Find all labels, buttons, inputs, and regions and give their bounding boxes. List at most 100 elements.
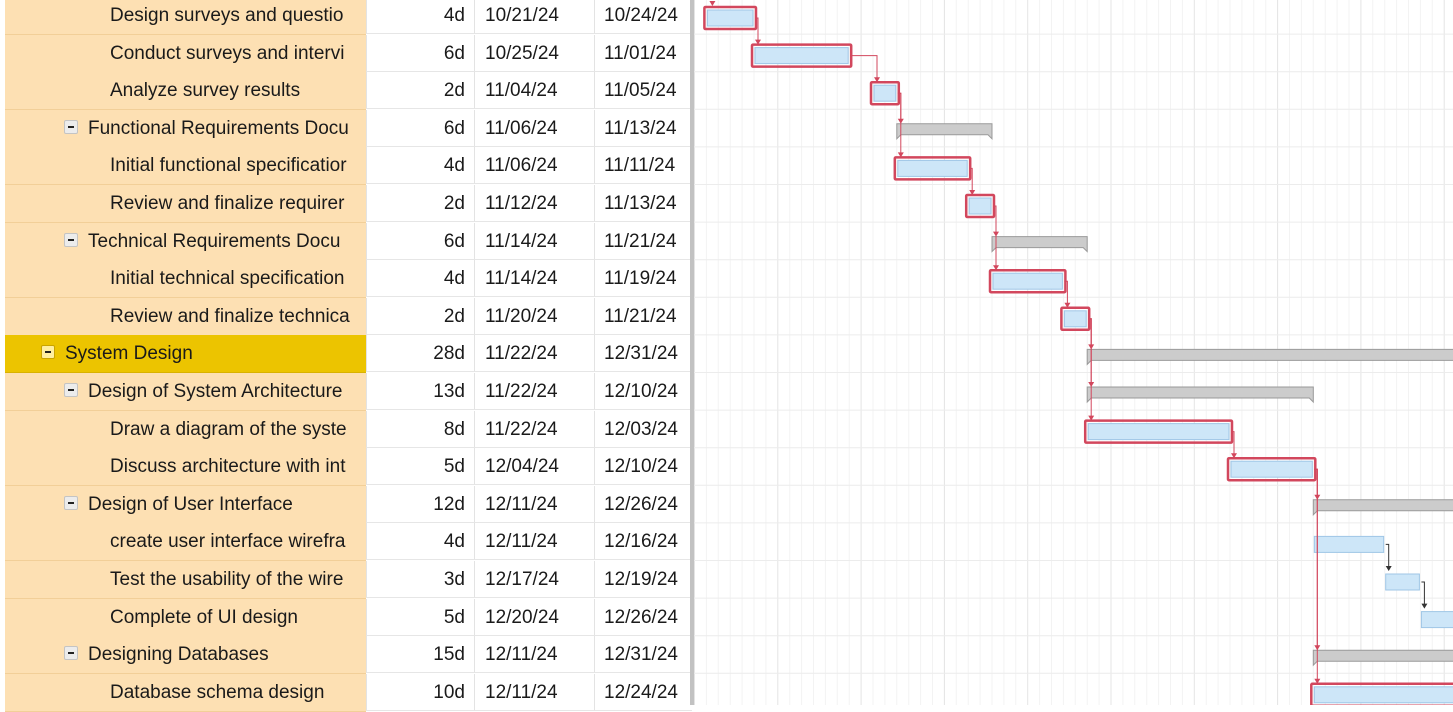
task-row[interactable]: Review and finalize requirer 2d 11/12/24 11… bbox=[0, 185, 692, 223]
duration-cell[interactable]: 2d bbox=[366, 72, 474, 110]
duration-cell[interactable]: 4d bbox=[366, 260, 474, 298]
duration-cell[interactable]: 6d bbox=[366, 34, 474, 72]
end-date-cell[interactable]: 11/13/24 bbox=[594, 109, 692, 147]
start-date-cell[interactable]: 11/14/24 bbox=[474, 222, 594, 260]
task-name-cell[interactable]: System Design bbox=[5, 335, 366, 374]
minus-square-icon[interactable] bbox=[64, 495, 78, 510]
duration-cell[interactable]: 6d bbox=[366, 109, 474, 147]
task-name-cell[interactable]: Discuss architecture with int bbox=[5, 448, 366, 487]
task-name-cell[interactable]: Analyze survey results bbox=[5, 72, 366, 111]
end-date-cell[interactable]: 11/13/24 bbox=[594, 185, 692, 222]
task-name-cell[interactable]: Design of System Architecture bbox=[5, 373, 366, 411]
end-date-cell[interactable]: 12/19/24 bbox=[594, 561, 692, 598]
end-date-cell[interactable]: 12/24/24 bbox=[594, 673, 692, 711]
minus-square-icon[interactable] bbox=[41, 345, 55, 360]
task-name-cell[interactable]: create user interface wirefra bbox=[5, 523, 366, 562]
end-date-cell[interactable]: 12/31/24 bbox=[594, 335, 692, 373]
minus-square-icon[interactable] bbox=[64, 119, 78, 134]
task-name-cell[interactable]: Complete of UI design bbox=[5, 598, 366, 637]
start-date-cell[interactable]: 11/20/24 bbox=[474, 297, 594, 335]
start-date-cell[interactable]: 12/11/24 bbox=[474, 636, 594, 674]
task-name-cell[interactable]: Design of User Interface bbox=[5, 485, 366, 524]
task-row[interactable]: Design surveys and questio 4d 10/21/24 10/2… bbox=[0, 0, 692, 35]
start-date-cell[interactable]: 11/12/24 bbox=[474, 185, 594, 222]
start-date-cell[interactable]: 12/17/24 bbox=[474, 561, 594, 598]
start-date-cell[interactable]: 12/04/24 bbox=[474, 448, 594, 486]
duration-cell[interactable]: 13d bbox=[366, 373, 474, 410]
start-date-cell[interactable]: 12/11/24 bbox=[474, 485, 594, 523]
end-date-cell[interactable]: 11/19/24 bbox=[594, 260, 692, 298]
start-date-cell[interactable]: 10/21/24 bbox=[474, 0, 594, 34]
duration-cell[interactable]: 3d bbox=[366, 561, 474, 598]
grid-splitter[interactable] bbox=[690, 0, 694, 705]
duration-cell[interactable]: 2d bbox=[366, 185, 474, 222]
task-row[interactable]: Review and finalize technica 2d 11/20/24 11… bbox=[0, 297, 692, 336]
end-date-cell[interactable]: 11/11/24 bbox=[594, 147, 692, 185]
end-date-cell[interactable]: 12/03/24 bbox=[594, 410, 692, 448]
minus-square-icon[interactable] bbox=[64, 646, 78, 661]
start-date-cell[interactable]: 12/11/24 bbox=[474, 673, 594, 711]
start-date-cell[interactable]: 11/22/24 bbox=[474, 373, 594, 410]
start-date-cell[interactable]: 12/20/24 bbox=[474, 598, 594, 636]
end-date-cell[interactable]: 11/21/24 bbox=[594, 297, 692, 335]
task-name-cell[interactable]: Initial functional specificatior bbox=[5, 147, 366, 186]
task-name-cell[interactable]: Test the usability of the wire bbox=[5, 561, 366, 599]
start-date-cell[interactable]: 11/06/24 bbox=[474, 109, 594, 147]
duration-cell[interactable]: 5d bbox=[366, 598, 474, 636]
duration-cell[interactable]: 4d bbox=[366, 147, 474, 185]
duration-cell[interactable]: 4d bbox=[366, 0, 474, 34]
end-date-cell[interactable]: 12/10/24 bbox=[594, 373, 692, 410]
task-row[interactable]: Database schema design 10d 12/11/24 12/24/2… bbox=[0, 673, 692, 712]
task-row[interactable]: Test the usability of the wire 3d 12/17/24… bbox=[0, 561, 692, 599]
end-date-cell[interactable]: 12/26/24 bbox=[594, 485, 692, 523]
duration-cell[interactable]: 8d bbox=[366, 410, 474, 448]
duration-cell[interactable]: 5d bbox=[366, 448, 474, 486]
start-date-cell[interactable]: 11/22/24 bbox=[474, 335, 594, 373]
start-date-cell[interactable]: 11/22/24 bbox=[474, 410, 594, 448]
end-date-cell[interactable]: 12/16/24 bbox=[594, 523, 692, 561]
task-name-cell[interactable]: Initial technical specification bbox=[5, 260, 366, 299]
end-date-cell[interactable]: 10/24/24 bbox=[594, 0, 692, 34]
start-date-cell[interactable]: 11/06/24 bbox=[474, 147, 594, 185]
summary-row[interactable]: Design of System Architecture 13d 11/22/24… bbox=[0, 373, 692, 411]
duration-cell[interactable]: 10d bbox=[366, 673, 474, 711]
task-name-cell[interactable]: Technical Requirements Docu bbox=[5, 222, 366, 261]
duration-cell[interactable]: 4d bbox=[366, 523, 474, 561]
summary-row[interactable]: Design of User Interface 12d 12/11/24 12/26… bbox=[0, 485, 692, 524]
task-row[interactable]: Conduct surveys and intervi 6d 10/25/24 11/… bbox=[0, 34, 692, 73]
task-name-cell[interactable]: Design surveys and questio bbox=[5, 0, 366, 35]
summary-row[interactable]: Technical Requirements Docu 6d 11/14/24 11/… bbox=[0, 222, 692, 261]
task-name-cell[interactable]: Designing Databases bbox=[5, 636, 366, 675]
end-date-cell[interactable]: 12/10/24 bbox=[594, 448, 692, 486]
summary-row[interactable]: Functional Requirements Docu 6d 11/06/24 11… bbox=[0, 109, 692, 148]
duration-cell[interactable]: 6d bbox=[366, 222, 474, 260]
end-date-cell[interactable]: 11/01/24 bbox=[594, 34, 692, 72]
end-date-cell[interactable]: 11/21/24 bbox=[594, 222, 692, 260]
start-date-cell[interactable]: 11/14/24 bbox=[474, 260, 594, 298]
task-row[interactable]: Analyze survey results 2d 11/04/24 11/05/24 bbox=[0, 72, 692, 111]
task-name-cell[interactable]: Database schema design bbox=[5, 673, 366, 712]
start-date-cell[interactable]: 12/11/24 bbox=[474, 523, 594, 561]
minus-square-icon[interactable] bbox=[64, 383, 78, 397]
task-name-cell[interactable]: Functional Requirements Docu bbox=[5, 109, 366, 148]
end-date-cell[interactable]: 12/26/24 bbox=[594, 598, 692, 636]
duration-cell[interactable]: 28d bbox=[366, 335, 474, 373]
task-name-cell[interactable]: Conduct surveys and intervi bbox=[5, 34, 366, 73]
task-name-cell[interactable]: Review and finalize requirer bbox=[5, 185, 366, 223]
summary-row[interactable]: System Design 28d 11/22/24 12/31/24 bbox=[0, 335, 692, 374]
task-name-cell[interactable]: Review and finalize technica bbox=[5, 297, 366, 336]
start-date-cell[interactable]: 11/04/24 bbox=[474, 72, 594, 110]
duration-cell[interactable]: 12d bbox=[366, 485, 474, 523]
start-date-cell[interactable]: 10/25/24 bbox=[474, 34, 594, 72]
minus-square-icon[interactable] bbox=[64, 232, 78, 247]
duration-cell[interactable]: 15d bbox=[366, 636, 474, 674]
end-date-cell[interactable]: 12/31/24 bbox=[594, 636, 692, 674]
summary-row[interactable]: Designing Databases 15d 12/11/24 12/31/24 bbox=[0, 636, 692, 675]
task-row[interactable]: create user interface wirefra 4d 12/11/24 1… bbox=[0, 523, 692, 562]
task-row[interactable]: Draw a diagram of the syste 8d 11/22/24 12/… bbox=[0, 410, 692, 449]
end-date-cell[interactable]: 11/05/24 bbox=[594, 72, 692, 110]
duration-cell[interactable]: 2d bbox=[366, 297, 474, 335]
task-row[interactable]: Initial technical specification 4d 11/14/2… bbox=[0, 260, 692, 299]
task-row[interactable]: Discuss architecture with int 5d 12/04/24 1… bbox=[0, 448, 692, 487]
task-row[interactable]: Complete of UI design 5d 12/20/24 12/26/24 bbox=[0, 598, 692, 637]
